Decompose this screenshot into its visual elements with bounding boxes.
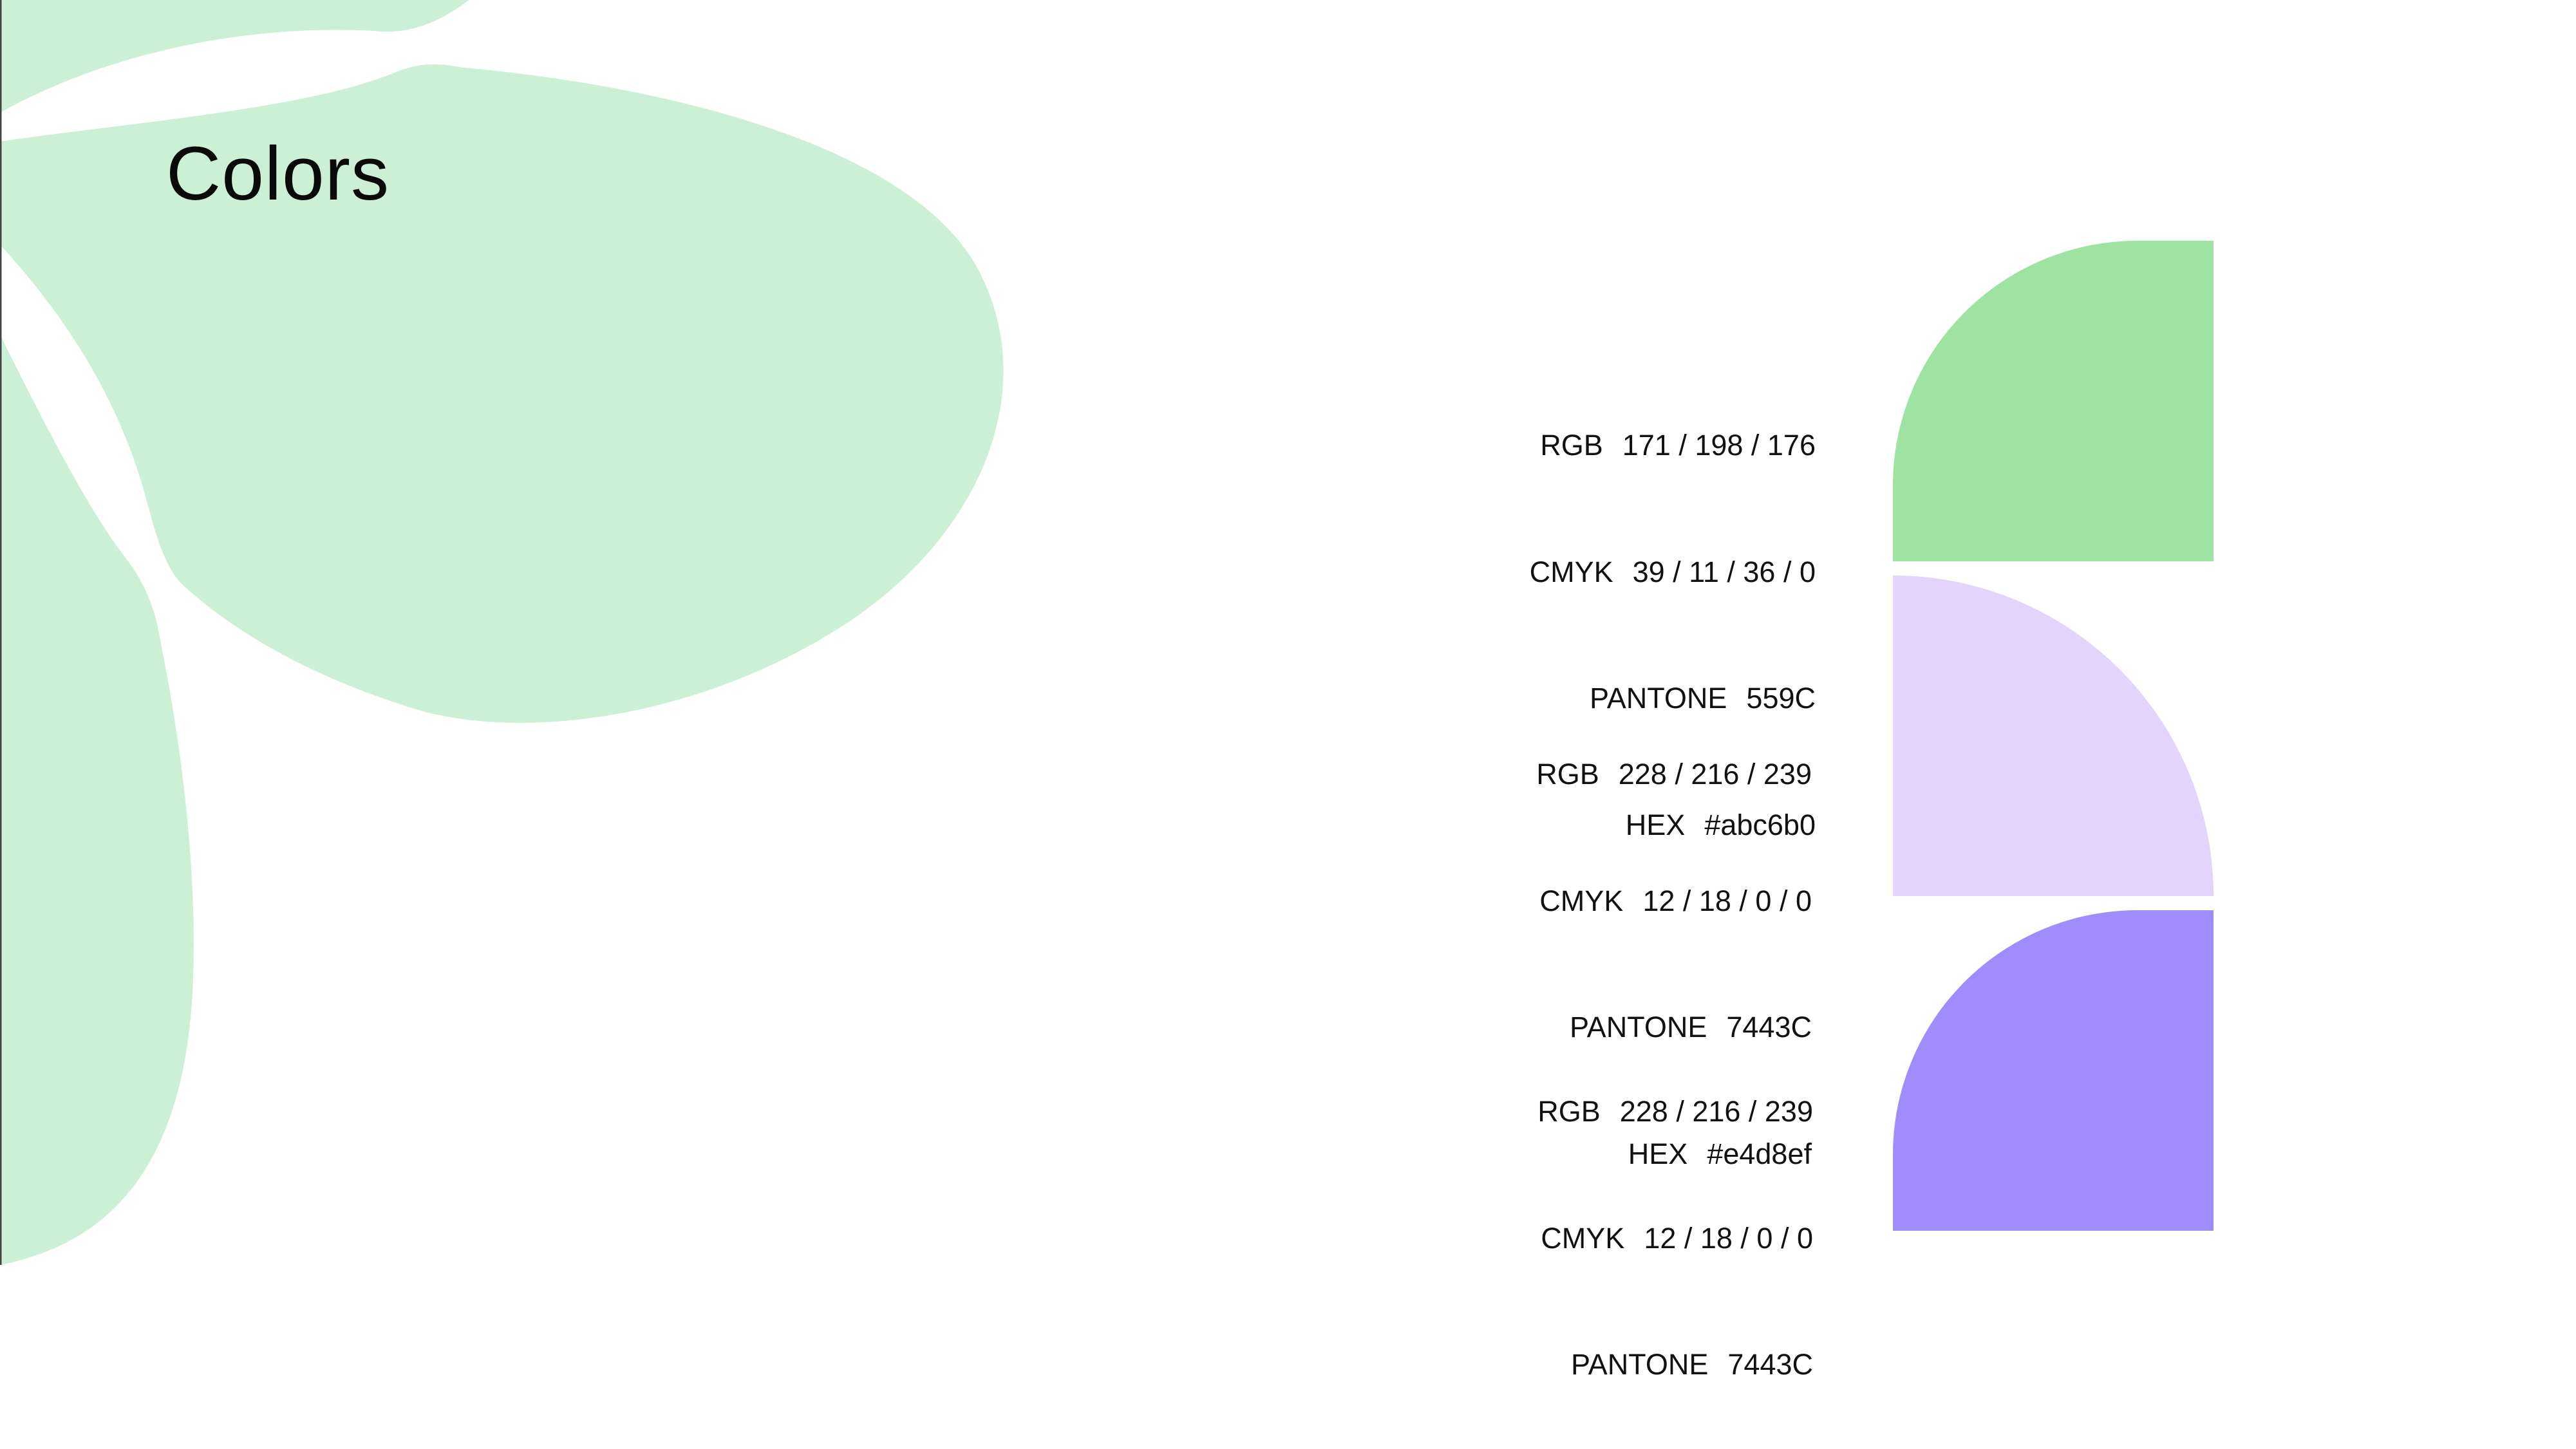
hex-label: HEX [1628,1137,1688,1170]
rgb-label: RGB [1540,429,1603,462]
pantone-line: PANTONE 7443C [1234,1343,1813,1386]
rgb-value: 228 / 216 / 239 [1618,758,1812,790]
hex-value: #e4d8ef [1707,1137,1812,1170]
hex-value: #abc6b0 [1704,808,1816,841]
cmyk-line: CMYK 39 / 11 / 36 / 0 [1236,551,1816,594]
cmyk-value: 12 / 18 / 0 / 0 [1642,884,1812,917]
hex-line: HEX #e4d8ef [1232,1133,1812,1175]
pantone-line: PANTONE 559C [1236,677,1816,720]
cmyk-line: CMYK 12 / 18 / 0 / 0 [1232,880,1812,922]
rgb-label: RGB [1536,758,1599,790]
leaf-lower [0,335,194,1265]
color-spec-1: RGB 171 / 198 / 176 CMYK 39 / 11 / 36 / 0 … [1236,340,1816,888]
rgb-line: RGB 228 / 216 / 239 [1234,1090,1813,1133]
rgb-line: RGB 171 / 198 / 176 [1236,424,1816,467]
pantone-label: PANTONE [1571,1348,1709,1381]
pantone-value: 7443C [1727,1348,1813,1381]
pantone-label: PANTONE [1590,682,1727,715]
rgb-line: RGB 228 / 216 / 239 [1232,753,1812,796]
cmyk-line: CMYK 12 / 18 / 0 / 0 [1234,1217,1813,1260]
cmyk-value: 12 / 18 / 0 / 0 [1644,1221,1813,1255]
color-spec-3: RGB 228 / 216 / 239 CMYK 12 / 18 / 0 / 0 P… [1234,1006,1813,1449]
pantone-value: 7443C [1726,1011,1812,1043]
leaf-top-sliver [0,0,469,113]
cmyk-value: 39 / 11 / 36 / 0 [1632,555,1816,588]
pantone-value: 559C [1746,682,1816,715]
hex-label: HEX [1625,808,1686,841]
rgb-label: RGB [1537,1095,1601,1128]
leaf-large [0,64,1004,723]
cmyk-label: CMYK [1529,555,1613,588]
color-spec-2: RGB 228 / 216 / 239 CMYK 12 / 18 / 0 / 0 P… [1232,669,1812,1217]
rgb-value: 228 / 216 / 239 [1619,1095,1813,1128]
cmyk-label: CMYK [1541,1221,1625,1255]
pantone-line: PANTONE 7443C [1232,1006,1812,1049]
rgb-value: 171 / 198 / 176 [1622,429,1816,462]
cmyk-label: CMYK [1539,884,1624,917]
pantone-label: PANTONE [1570,1011,1707,1043]
hex-line: HEX #abc6b0 [1236,804,1816,846]
page-title: Colors [166,131,390,216]
